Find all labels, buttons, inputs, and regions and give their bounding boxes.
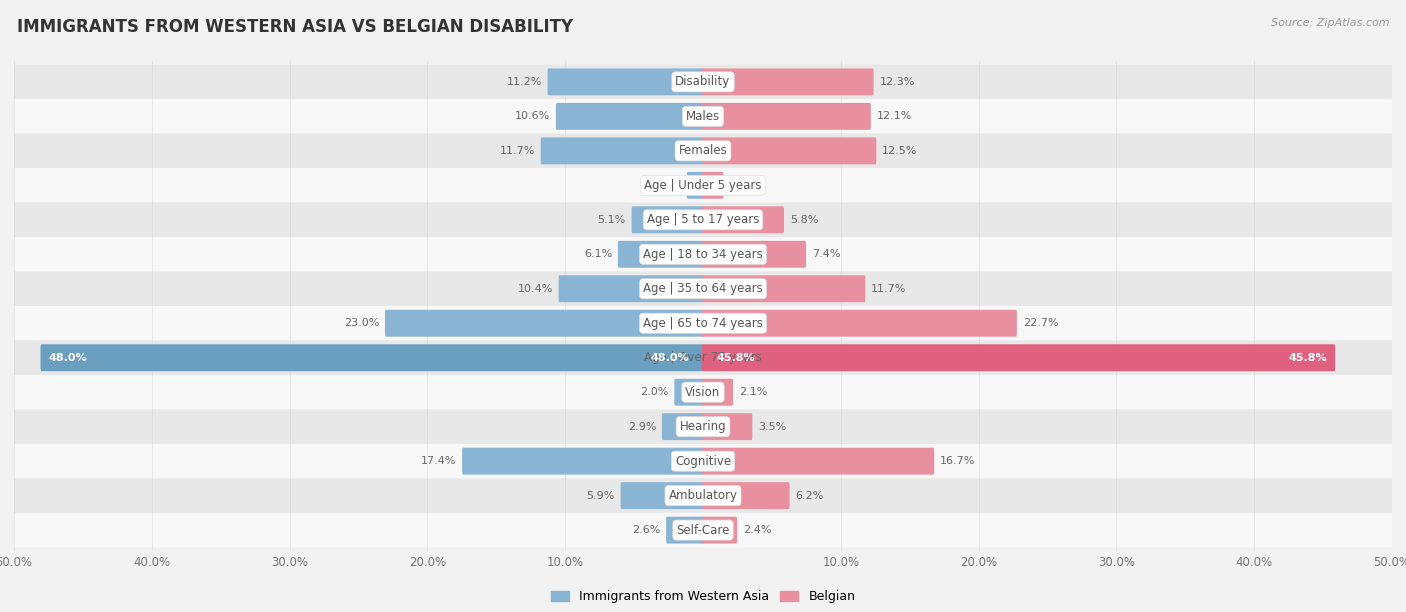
Text: 2.6%: 2.6%	[631, 525, 661, 535]
FancyBboxPatch shape	[14, 409, 1392, 444]
FancyBboxPatch shape	[541, 138, 704, 164]
FancyBboxPatch shape	[702, 206, 785, 233]
FancyBboxPatch shape	[463, 448, 704, 474]
FancyBboxPatch shape	[14, 340, 1392, 375]
FancyBboxPatch shape	[555, 103, 704, 130]
Text: 16.7%: 16.7%	[941, 456, 976, 466]
Text: 11.2%: 11.2%	[506, 77, 541, 87]
Text: 12.3%: 12.3%	[879, 77, 915, 87]
Text: 6.2%: 6.2%	[796, 491, 824, 501]
Text: Age | Over 75 years: Age | Over 75 years	[644, 351, 762, 364]
Text: IMMIGRANTS FROM WESTERN ASIA VS BELGIAN DISABILITY: IMMIGRANTS FROM WESTERN ASIA VS BELGIAN …	[17, 18, 574, 36]
FancyBboxPatch shape	[686, 172, 704, 199]
FancyBboxPatch shape	[702, 138, 876, 164]
FancyBboxPatch shape	[702, 379, 733, 406]
FancyBboxPatch shape	[675, 379, 704, 406]
Text: Age | Under 5 years: Age | Under 5 years	[644, 179, 762, 192]
Text: Age | 65 to 74 years: Age | 65 to 74 years	[643, 317, 763, 330]
FancyBboxPatch shape	[385, 310, 704, 337]
FancyBboxPatch shape	[14, 375, 1392, 409]
FancyBboxPatch shape	[14, 65, 1392, 99]
FancyBboxPatch shape	[662, 413, 704, 440]
Text: 48.0%: 48.0%	[651, 353, 689, 363]
Text: Age | 35 to 64 years: Age | 35 to 64 years	[643, 282, 763, 295]
Text: 1.1%: 1.1%	[652, 181, 681, 190]
Text: 1.4%: 1.4%	[730, 181, 758, 190]
Text: 22.7%: 22.7%	[1022, 318, 1059, 328]
FancyBboxPatch shape	[617, 241, 704, 267]
FancyBboxPatch shape	[702, 241, 806, 267]
Text: 2.1%: 2.1%	[738, 387, 768, 397]
Text: 2.4%: 2.4%	[742, 525, 772, 535]
FancyBboxPatch shape	[14, 237, 1392, 272]
FancyBboxPatch shape	[702, 517, 737, 543]
FancyBboxPatch shape	[702, 482, 790, 509]
FancyBboxPatch shape	[702, 448, 934, 474]
Text: 12.5%: 12.5%	[882, 146, 918, 156]
Text: 5.1%: 5.1%	[598, 215, 626, 225]
Text: 17.4%: 17.4%	[420, 456, 457, 466]
Text: 10.6%: 10.6%	[515, 111, 550, 121]
Text: 48.0%: 48.0%	[48, 353, 87, 363]
Text: 7.4%: 7.4%	[811, 249, 841, 259]
Text: 11.7%: 11.7%	[872, 284, 907, 294]
Text: Self-Care: Self-Care	[676, 524, 730, 537]
Legend: Immigrants from Western Asia, Belgian: Immigrants from Western Asia, Belgian	[546, 585, 860, 608]
FancyBboxPatch shape	[41, 345, 704, 371]
Text: Females: Females	[679, 144, 727, 157]
Text: Age | 18 to 34 years: Age | 18 to 34 years	[643, 248, 763, 261]
Text: 45.8%: 45.8%	[717, 353, 755, 363]
FancyBboxPatch shape	[14, 203, 1392, 237]
Text: 3.5%: 3.5%	[758, 422, 786, 431]
FancyBboxPatch shape	[702, 310, 1017, 337]
FancyBboxPatch shape	[14, 513, 1392, 547]
FancyBboxPatch shape	[702, 103, 870, 130]
Text: Ambulatory: Ambulatory	[668, 489, 738, 502]
Text: Source: ZipAtlas.com: Source: ZipAtlas.com	[1271, 18, 1389, 28]
Text: 11.7%: 11.7%	[499, 146, 534, 156]
Text: 5.8%: 5.8%	[790, 215, 818, 225]
FancyBboxPatch shape	[702, 275, 865, 302]
FancyBboxPatch shape	[14, 479, 1392, 513]
FancyBboxPatch shape	[14, 99, 1392, 133]
FancyBboxPatch shape	[702, 345, 1336, 371]
Text: 5.9%: 5.9%	[586, 491, 614, 501]
FancyBboxPatch shape	[547, 69, 704, 95]
Text: 12.1%: 12.1%	[876, 111, 912, 121]
Text: 6.1%: 6.1%	[583, 249, 612, 259]
Text: Hearing: Hearing	[679, 420, 727, 433]
FancyBboxPatch shape	[620, 482, 704, 509]
Text: 2.9%: 2.9%	[627, 422, 657, 431]
Text: Disability: Disability	[675, 75, 731, 88]
FancyBboxPatch shape	[558, 275, 704, 302]
Text: Males: Males	[686, 110, 720, 123]
FancyBboxPatch shape	[14, 444, 1392, 479]
FancyBboxPatch shape	[14, 168, 1392, 203]
Text: Age | 5 to 17 years: Age | 5 to 17 years	[647, 214, 759, 226]
Text: 10.4%: 10.4%	[517, 284, 553, 294]
FancyBboxPatch shape	[14, 306, 1392, 340]
FancyBboxPatch shape	[666, 517, 704, 543]
Text: 2.0%: 2.0%	[640, 387, 669, 397]
FancyBboxPatch shape	[702, 69, 873, 95]
FancyBboxPatch shape	[631, 206, 704, 233]
Text: 23.0%: 23.0%	[344, 318, 380, 328]
Text: Cognitive: Cognitive	[675, 455, 731, 468]
FancyBboxPatch shape	[14, 133, 1392, 168]
FancyBboxPatch shape	[702, 172, 724, 199]
FancyBboxPatch shape	[14, 272, 1392, 306]
Text: 45.8%: 45.8%	[1288, 353, 1327, 363]
Text: Vision: Vision	[685, 386, 721, 398]
FancyBboxPatch shape	[702, 413, 752, 440]
